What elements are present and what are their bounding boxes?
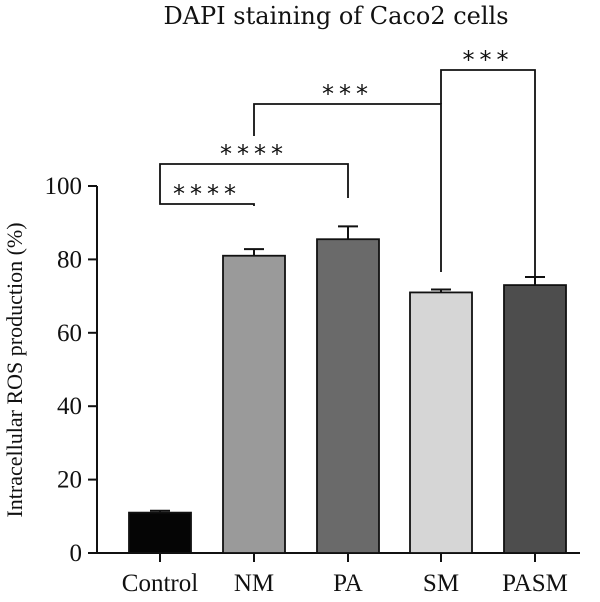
x-tick-label: PA	[333, 570, 363, 597]
significance-label: ***	[463, 46, 514, 74]
significance-label: ****	[173, 180, 241, 208]
y-tick-label: 40	[57, 393, 82, 420]
y-tick-label: 0	[70, 540, 83, 567]
error-bar	[244, 248, 264, 256]
y-tick-label: 80	[57, 246, 82, 273]
bars	[128, 225, 567, 554]
y-tick-label: 60	[57, 320, 82, 347]
x-tick-label: Control	[122, 570, 198, 597]
significance-bracket	[159, 163, 349, 198]
y-axis-label: Intracellular ROS production (%)	[2, 222, 27, 517]
significance-bracket	[159, 176, 255, 206]
error-bar	[150, 509, 170, 513]
significance-bracket	[253, 103, 442, 272]
bar-control	[128, 511, 192, 554]
bar-nm	[222, 254, 286, 554]
y-tick-label: 20	[57, 467, 82, 494]
significance-brackets: **************	[159, 46, 536, 282]
error-bar	[338, 225, 358, 240]
significance-label: ****	[220, 140, 288, 168]
bar-sm	[409, 291, 473, 554]
significance-bracket	[440, 69, 536, 282]
error-bar	[431, 288, 451, 293]
y-tick-label: 100	[45, 173, 83, 200]
chart-title: DAPI staining of Caco2 cells	[163, 2, 508, 30]
x-tick-label: NM	[234, 570, 274, 597]
bar-pa	[316, 238, 380, 554]
bar-pasm	[503, 284, 567, 554]
x-tick-label: PASM	[502, 570, 568, 597]
x-tick-label: SM	[423, 570, 459, 597]
significance-label: ***	[322, 80, 373, 108]
